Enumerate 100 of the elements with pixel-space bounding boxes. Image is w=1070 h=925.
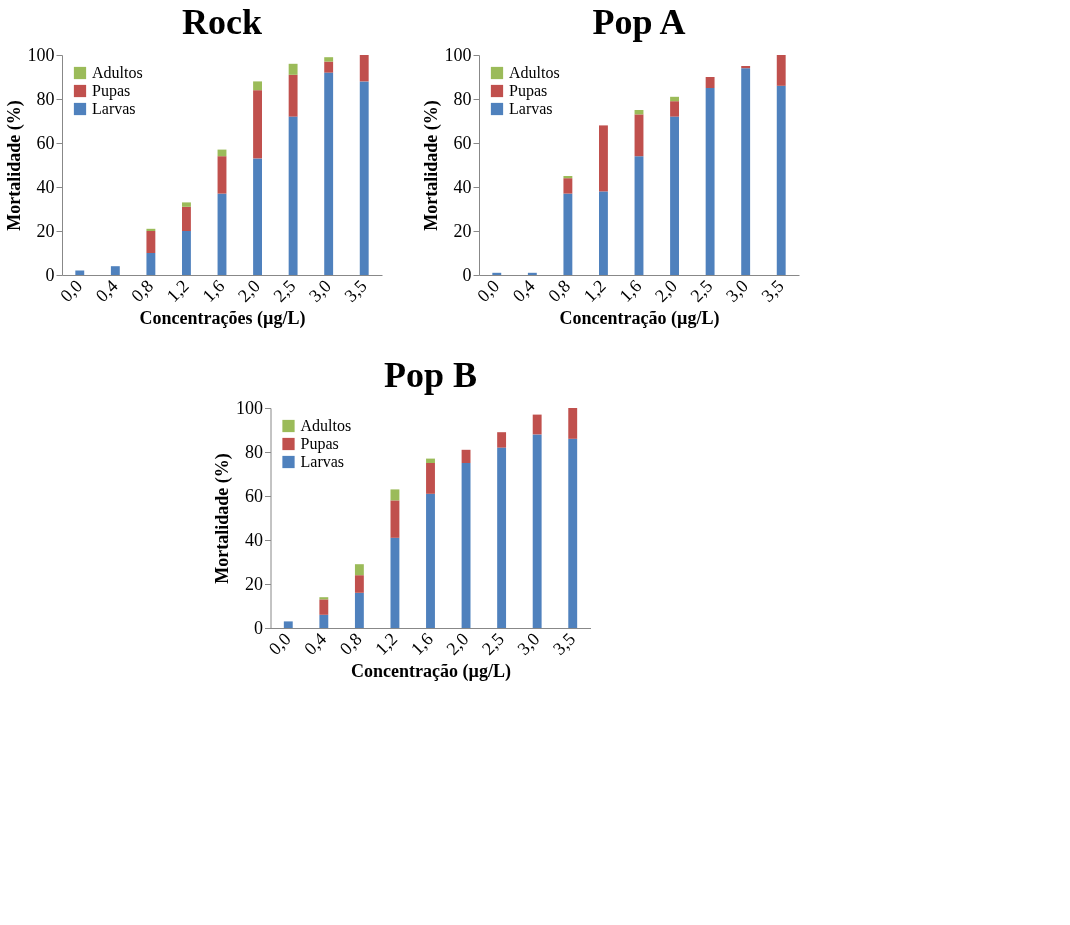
y-tick-label: 60 [36,132,55,153]
y-tick-label: 20 [36,220,55,241]
chart-title: Pop B [383,355,478,395]
y-axis-title: Mortalidade (%) [212,453,233,584]
y-tick-label: 80 [36,88,55,109]
bar [599,191,608,275]
bar [599,125,608,192]
legend-label: Pupas [300,435,339,453]
bar [288,116,298,275]
bar [390,537,400,628]
bar [146,231,156,253]
x-tick-label: 0,4 [91,275,122,306]
legend-label: Larvas [300,453,345,470]
chart-title: Rock [182,2,262,42]
x-tick-label: 2,5 [686,275,717,306]
bar [461,463,471,628]
bar [359,55,369,82]
x-axis-title: Concentrações (µg/L) [139,307,306,329]
x-tick-label: 3,0 [513,628,544,659]
bar [634,114,644,157]
bar [532,414,542,435]
x-tick-label: 2,0 [650,275,681,306]
y-axis-title: Mortalidade (%) [3,100,25,231]
y-tick-label: 60 [453,132,472,153]
y-tick-label: 100 [444,44,472,65]
bar [705,88,715,275]
bar [182,202,191,207]
x-axis-title: Concentração (µg/L) [351,660,511,682]
x-tick-label: 0,4 [508,275,539,306]
bar [426,463,435,494]
bar [426,458,435,463]
x-tick-label: 1,6 [615,275,646,306]
y-axis-title: Mortalidade (%) [420,100,442,231]
x-tick-label: 1,6 [198,275,229,306]
x-tick-label: 0,4 [300,628,331,659]
x-tick-label: 3,5 [549,628,580,659]
y-tick-label: 60 [245,485,263,506]
x-tick-label: 0,8 [127,275,158,306]
bar [568,438,578,628]
bar [741,68,751,275]
bar [354,575,364,593]
bar [776,85,786,275]
y-tick-label: 40 [36,176,55,197]
bar [497,447,507,628]
y-tick-label: 0 [462,264,472,285]
legend-label: Pupas [92,82,131,100]
bar [670,101,679,117]
bar [527,272,537,275]
x-tick-label: 2,0 [442,628,473,659]
y-tick-label: 80 [245,441,263,462]
legend-label: Adultos [92,64,143,81]
bar [253,158,262,275]
bar [741,66,751,69]
bar [324,61,334,73]
bar [288,63,298,75]
bar [324,72,334,275]
y-tick-label: 0 [254,617,263,638]
x-tick-label: 3,0 [304,275,336,306]
bar [390,500,400,538]
x-tick-label: 3,5 [757,275,788,306]
y-tick-label: 40 [245,529,263,550]
bar [354,592,364,628]
bar [182,206,191,231]
chart-title: Pop A [592,2,686,42]
bar [497,432,507,448]
bar [146,228,156,231]
bar [359,81,369,275]
y-tick-label: 0 [45,264,55,285]
legend-label: Pupas [509,82,548,100]
bar [563,176,573,179]
x-tick-label: 0,0 [56,275,87,306]
bar [492,272,502,275]
x-tick-label: 1,2 [371,628,402,659]
x-tick-label: 0,8 [335,628,366,659]
bar [75,270,85,275]
bar [288,74,298,117]
legend-label: Adultos [300,417,352,434]
bar [532,434,542,628]
bar [110,266,120,275]
y-tick-label: 40 [453,176,472,197]
bar [319,599,329,615]
y-tick-label: 100 [236,397,263,418]
x-tick-label: 1,6 [406,628,437,659]
bar [390,489,400,501]
bar [217,193,227,275]
y-tick-label: 20 [453,220,472,241]
x-tick-label: 1,2 [162,275,193,306]
bar [217,156,227,194]
bar [563,193,573,275]
bar [354,564,364,576]
legend-label: Larvas [92,100,136,117]
x-tick-label: 1,2 [579,275,610,306]
y-tick-label: 80 [453,88,472,109]
x-tick-label: 2,5 [477,628,508,659]
x-tick-label: 3,0 [721,275,753,306]
x-tick-label: 0,8 [544,275,575,306]
legend-label: Adultos [509,64,560,81]
y-tick-label: 20 [245,573,263,594]
y-tick-label: 100 [27,44,55,65]
x-tick-label: 0,0 [264,628,295,659]
